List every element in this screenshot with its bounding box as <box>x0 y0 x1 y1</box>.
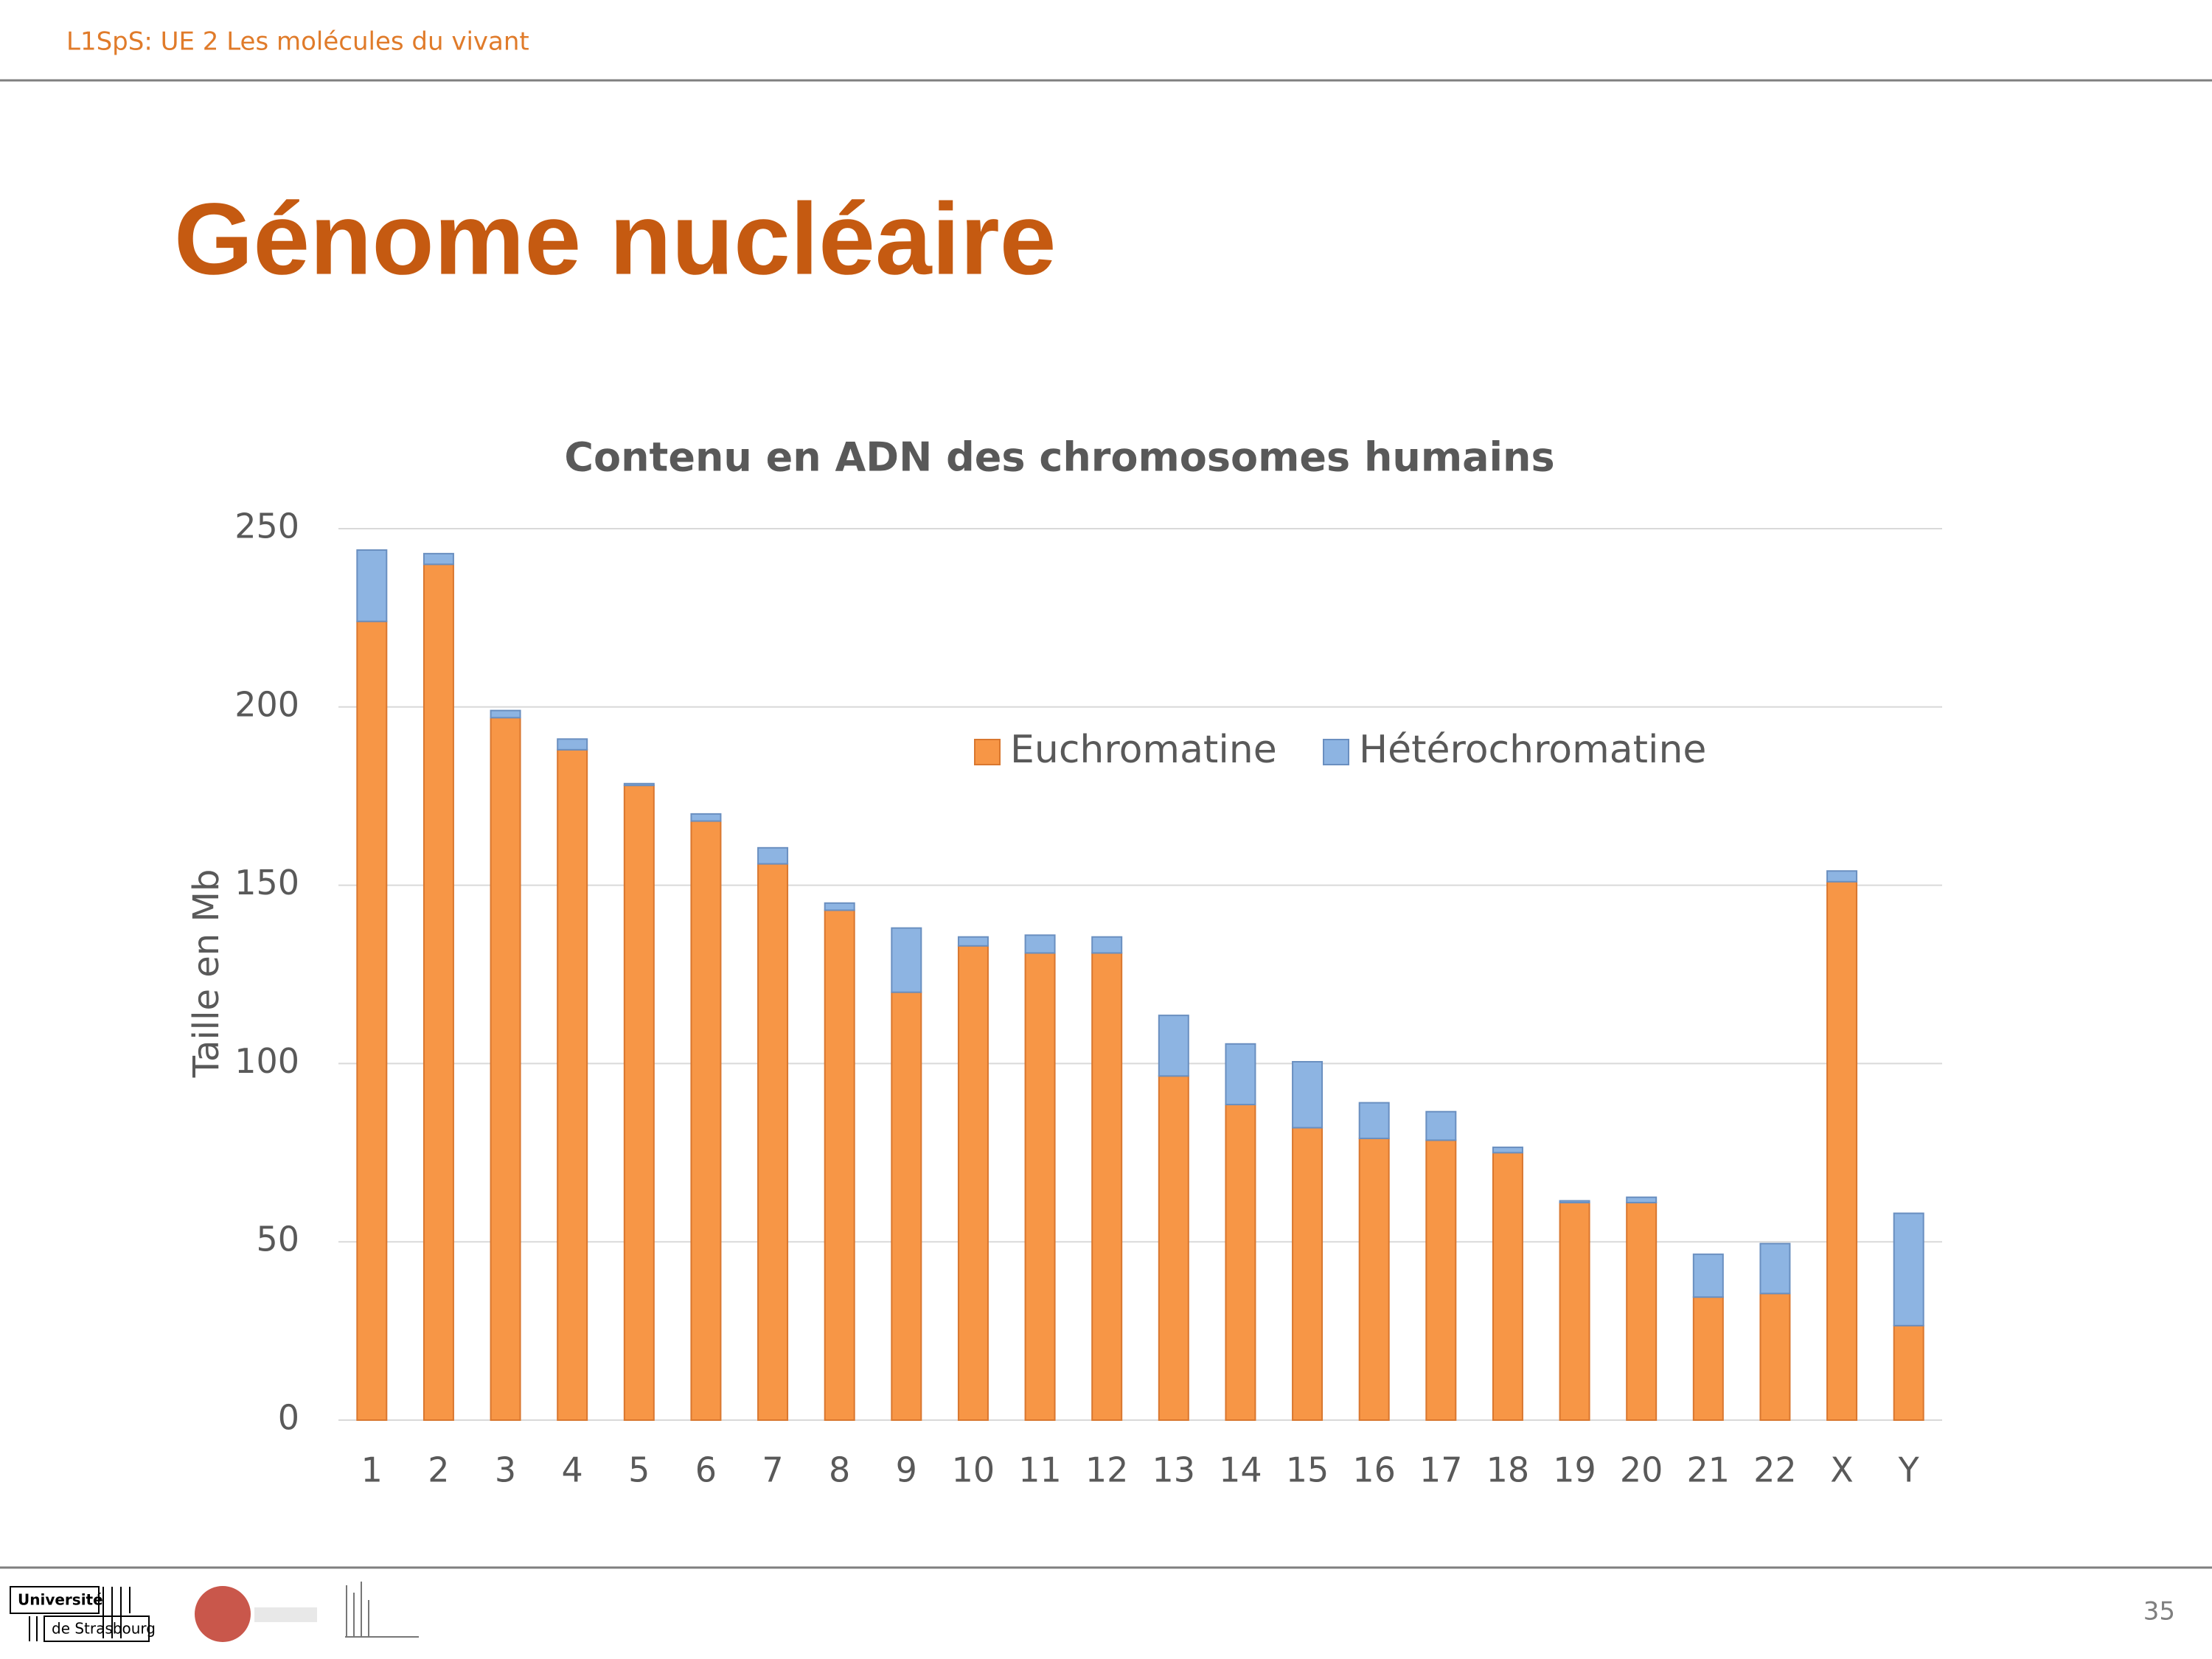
bar-segment <box>1759 1242 1791 1295</box>
bar-segment <box>1091 952 1123 1421</box>
x-tick-label: Y <box>1898 1450 1920 1490</box>
bar-segment <box>891 991 922 1422</box>
hospital-logo <box>345 1582 419 1638</box>
bar-segment <box>1626 1196 1658 1204</box>
bar-segment <box>824 909 855 1421</box>
bar-segment <box>1826 870 1858 883</box>
bar-segment <box>490 717 521 1421</box>
bar-segment <box>1759 1293 1791 1422</box>
course-header: L1SpS: UE 2 Les molécules du vivant <box>66 27 529 57</box>
bar-segment <box>1559 1200 1590 1204</box>
x-tick-label: 16 <box>1352 1450 1396 1490</box>
bar-segment <box>356 620 388 1422</box>
x-tick-label: 22 <box>1753 1450 1797 1490</box>
bar-segment <box>490 709 521 719</box>
bar-segment <box>1425 1110 1457 1141</box>
bar-segment <box>1225 1043 1256 1106</box>
bar-segment <box>1626 1202 1658 1422</box>
legend-label: Hétérochromatine <box>1359 728 1706 772</box>
legend-label: Euchromatine <box>1010 728 1277 772</box>
bar-segment <box>422 552 454 566</box>
bar-segment <box>1024 934 1056 954</box>
faculty-logo <box>254 1607 317 1622</box>
y-tick-label: 250 <box>234 507 299 546</box>
bar-segment <box>957 936 989 947</box>
logo-text: Université <box>18 1591 103 1609</box>
logo-box <box>44 1615 150 1642</box>
x-tick-label: 18 <box>1486 1450 1530 1490</box>
bar-segment <box>1692 1296 1724 1421</box>
bar-segment <box>1492 1152 1523 1422</box>
bar-segment <box>1358 1137 1390 1422</box>
faculty-seal <box>195 1586 251 1642</box>
x-tick-label: 6 <box>695 1450 717 1490</box>
bar-segment <box>690 813 722 822</box>
bar-segment <box>1292 1060 1324 1129</box>
legend-swatch <box>974 739 1001 765</box>
bar-segment <box>1158 1015 1189 1077</box>
x-tick-label: 20 <box>1620 1450 1663 1490</box>
slide-title: Génome nucléaire <box>174 182 1056 296</box>
bar-segment <box>891 927 922 993</box>
bar-segment <box>623 785 655 1421</box>
x-tick-label: 9 <box>896 1450 917 1490</box>
bar-segment <box>356 549 388 622</box>
bar-segment <box>757 863 789 1421</box>
bar-segment <box>1091 936 1123 954</box>
x-tick-label: 12 <box>1085 1450 1129 1490</box>
bar-segment <box>422 563 454 1421</box>
x-tick-label: 7 <box>762 1450 783 1490</box>
x-tick-label: 14 <box>1219 1450 1262 1490</box>
x-tick-label: 8 <box>829 1450 850 1490</box>
bar-segment <box>957 945 989 1421</box>
x-tick-label: 2 <box>428 1450 449 1490</box>
bar-segment <box>1158 1075 1189 1422</box>
x-tick-label: 19 <box>1553 1450 1596 1490</box>
legend-swatch <box>1323 739 1349 765</box>
x-tick-label: X <box>1830 1450 1854 1490</box>
bar-segment <box>1559 1202 1590 1422</box>
bar-segment <box>1893 1212 1924 1326</box>
x-tick-label: 21 <box>1687 1450 1731 1490</box>
bar-segment <box>824 902 855 911</box>
bar-segment <box>1292 1127 1324 1421</box>
page-number: 35 <box>2143 1597 2175 1627</box>
bar-segment <box>1225 1104 1256 1422</box>
y-tick-label: 200 <box>234 684 299 724</box>
chart-title: Contenu en ADN des chromosomes humains <box>564 434 1554 481</box>
bar-segment <box>690 820 722 1421</box>
bar-segment <box>757 846 789 865</box>
y-tick-label: 150 <box>234 863 299 902</box>
y-tick-label: 0 <box>278 1398 299 1438</box>
x-tick-label: 4 <box>562 1450 583 1490</box>
bar-segment <box>1024 952 1056 1421</box>
bar-segment <box>557 738 588 751</box>
logo-box <box>10 1586 100 1614</box>
x-tick-label: 10 <box>952 1450 995 1490</box>
x-tick-label: 5 <box>628 1450 650 1490</box>
bar-segment <box>1425 1139 1457 1422</box>
x-tick-label: 1 <box>361 1450 383 1490</box>
x-tick-label: 17 <box>1419 1450 1463 1490</box>
bar-segment <box>1358 1102 1390 1139</box>
university-logo: Université de Strasbourg <box>10 1586 156 1642</box>
x-tick-label: 13 <box>1152 1450 1196 1490</box>
bar-segment <box>1893 1324 1924 1421</box>
y-tick-label: 100 <box>234 1041 299 1081</box>
logo-lines <box>29 1587 131 1641</box>
x-tick-label: 11 <box>1018 1450 1062 1490</box>
bar-segment <box>1492 1147 1523 1154</box>
bar-segment <box>557 748 588 1421</box>
bar-segment <box>1692 1253 1724 1298</box>
y-axis-label: Taille en Mb <box>186 869 227 1079</box>
bar-segment <box>623 782 655 787</box>
x-tick-label: 15 <box>1286 1450 1329 1490</box>
x-tick-label: 3 <box>495 1450 516 1490</box>
bar-segment <box>1826 880 1858 1422</box>
y-tick-label: 50 <box>256 1220 299 1259</box>
